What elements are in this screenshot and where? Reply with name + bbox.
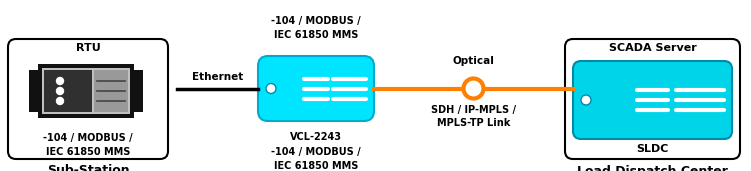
Circle shape (581, 95, 591, 105)
FancyBboxPatch shape (94, 70, 128, 112)
FancyBboxPatch shape (565, 39, 740, 159)
Circle shape (266, 83, 276, 94)
FancyBboxPatch shape (38, 64, 134, 118)
Text: VCL-2243
-104 / MODBUS /
IEC 61850 MMS
Firewall: VCL-2243 -104 / MODBUS / IEC 61850 MMS F… (271, 132, 360, 171)
FancyBboxPatch shape (573, 61, 732, 139)
FancyBboxPatch shape (42, 68, 130, 114)
FancyBboxPatch shape (134, 70, 143, 112)
FancyBboxPatch shape (29, 70, 38, 112)
Text: SDH / IP-MPLS /
MPLS-TP Link: SDH / IP-MPLS / MPLS-TP Link (431, 104, 516, 128)
Text: Sub-Station: Sub-Station (47, 165, 129, 171)
Text: Load Dispatch Center: Load Dispatch Center (577, 165, 728, 171)
Text: Optical: Optical (453, 56, 494, 65)
Text: SCADA Server: SCADA Server (608, 43, 696, 53)
Text: -104 / MODBUS /
IEC 61850 MMS: -104 / MODBUS / IEC 61850 MMS (44, 133, 133, 157)
Circle shape (56, 77, 64, 84)
Circle shape (56, 97, 64, 104)
Text: Ethernet: Ethernet (192, 71, 243, 82)
Text: RTU: RTU (76, 43, 101, 53)
Text: SLDC: SLDC (636, 144, 668, 154)
FancyBboxPatch shape (44, 70, 92, 112)
Text: -104 / MODBUS /
IEC 61850 MMS: -104 / MODBUS / IEC 61850 MMS (271, 16, 360, 40)
Circle shape (463, 77, 484, 100)
FancyBboxPatch shape (8, 39, 168, 159)
FancyBboxPatch shape (258, 56, 374, 121)
Circle shape (56, 88, 64, 95)
